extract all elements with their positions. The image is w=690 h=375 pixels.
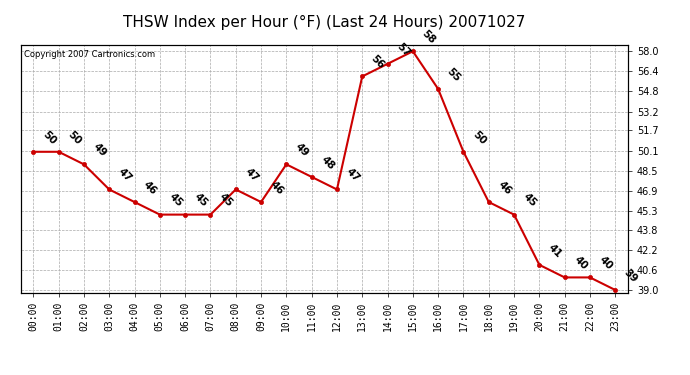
Text: 45: 45: [192, 192, 210, 209]
Text: 47: 47: [116, 166, 134, 184]
Text: 47: 47: [344, 166, 362, 184]
Text: 45: 45: [521, 192, 538, 209]
Text: THSW Index per Hour (°F) (Last 24 Hours) 20071027: THSW Index per Hour (°F) (Last 24 Hours)…: [123, 15, 526, 30]
Text: 49: 49: [293, 141, 310, 159]
Text: 46: 46: [495, 179, 513, 196]
Text: 50: 50: [40, 129, 58, 146]
Text: 58: 58: [420, 28, 437, 46]
Text: 46: 46: [141, 179, 159, 196]
Text: 48: 48: [319, 154, 336, 171]
Text: Copyright 2007 Cartronics.com: Copyright 2007 Cartronics.com: [23, 50, 155, 59]
Text: 47: 47: [243, 166, 260, 184]
Text: 56: 56: [369, 54, 386, 71]
Text: 41: 41: [546, 242, 564, 259]
Text: 40: 40: [571, 255, 589, 272]
Text: 55: 55: [445, 66, 462, 83]
Text: 45: 45: [167, 192, 184, 209]
Text: 46: 46: [268, 179, 286, 196]
Text: 45: 45: [217, 192, 235, 209]
Text: 57: 57: [395, 41, 412, 58]
Text: 50: 50: [66, 129, 83, 146]
Text: 40: 40: [597, 255, 614, 272]
Text: 50: 50: [471, 129, 488, 146]
Text: 39: 39: [622, 267, 640, 284]
Text: 49: 49: [91, 141, 108, 159]
